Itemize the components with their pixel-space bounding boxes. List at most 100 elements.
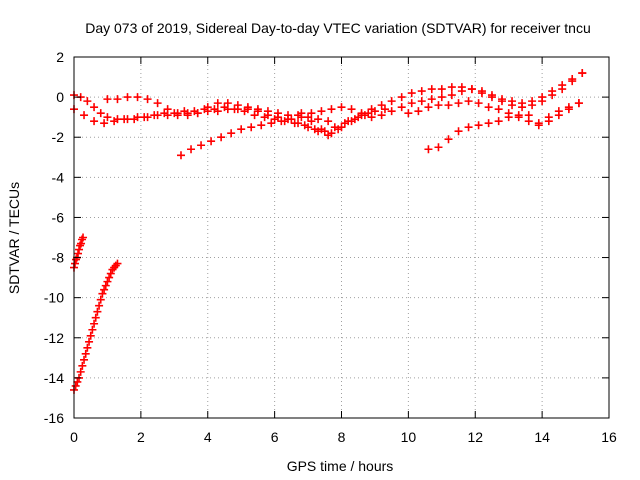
data-point	[277, 117, 286, 126]
data-point	[498, 95, 506, 104]
data-point	[337, 103, 346, 112]
data-point	[367, 105, 376, 114]
data-point	[96, 295, 105, 304]
data-point	[83, 343, 92, 352]
data-point	[304, 113, 313, 122]
data-point	[93, 307, 102, 316]
data-point	[407, 99, 416, 108]
data-point	[464, 123, 473, 132]
y-tick-label: -16	[44, 410, 64, 426]
data-point	[80, 355, 89, 364]
data-point	[307, 109, 316, 118]
x-tick-label: 0	[70, 429, 78, 445]
x-tick-label: 6	[271, 429, 279, 445]
data-point	[263, 111, 272, 120]
data-point	[397, 103, 406, 112]
data-point	[96, 109, 105, 118]
data-point	[327, 105, 336, 114]
data-point	[250, 111, 259, 120]
x-tick-label: 8	[338, 429, 346, 445]
series-tracks-C	[103, 93, 373, 140]
data-point	[223, 99, 232, 108]
data-point	[177, 151, 185, 160]
data-point	[327, 129, 336, 138]
data-point	[183, 111, 192, 120]
data-point	[534, 121, 543, 130]
data-point	[227, 129, 236, 138]
data-point	[347, 105, 356, 114]
data-point	[337, 123, 346, 132]
data-point	[474, 99, 483, 108]
data-point	[427, 85, 436, 94]
data-point	[528, 97, 537, 106]
y-tick-label: -10	[44, 290, 64, 306]
data-point	[243, 103, 252, 112]
x-tick-label: 16	[601, 429, 617, 445]
y-axis-ticks: -16 -14 -12 -10 -8 -6 -4 -2 0 2	[44, 49, 609, 426]
data-point	[297, 109, 306, 118]
data-point	[106, 269, 115, 278]
data-point	[75, 245, 84, 254]
x-tick-label: 4	[204, 429, 212, 445]
data-point	[81, 349, 90, 358]
x-tick-label: 12	[467, 429, 483, 445]
data-point	[133, 93, 142, 102]
series-tracks-E	[297, 69, 587, 138]
series-tracks-I	[70, 233, 88, 272]
data-point	[518, 99, 527, 108]
data-point	[387, 97, 396, 106]
gridlines	[74, 57, 609, 418]
data-point	[207, 137, 216, 146]
data-point	[123, 93, 132, 102]
data-point	[484, 119, 493, 128]
data-point	[347, 117, 356, 126]
data-point	[434, 143, 443, 152]
data-point	[538, 93, 547, 102]
data-point	[474, 121, 483, 130]
data-point	[90, 319, 99, 328]
data-point	[247, 123, 256, 132]
data-point	[143, 95, 152, 104]
y-tick-label: 0	[56, 89, 64, 105]
data-point	[77, 239, 86, 248]
data-point	[467, 85, 476, 94]
data-point	[294, 119, 303, 128]
chart-title: Day 073 of 2019, Sidereal Day-to-day VTE…	[85, 20, 591, 36]
data-point	[380, 105, 389, 114]
data-point	[113, 259, 122, 268]
data-point	[574, 99, 583, 108]
data-point	[100, 119, 109, 128]
x-axis-ticks: 0 2 4 6 8 10 12 14 16	[70, 57, 617, 445]
data-point	[88, 325, 97, 334]
data-point	[287, 115, 296, 124]
data-point	[203, 103, 212, 112]
data-point	[477, 87, 486, 96]
y-axis-label: SDTVAR / TECUs	[6, 182, 22, 294]
y-tick-label: -14	[44, 370, 64, 386]
data-point	[101, 281, 110, 290]
data-point	[85, 337, 94, 346]
data-point	[307, 117, 316, 126]
data-point	[267, 119, 276, 128]
data-point	[548, 87, 557, 96]
data-point	[80, 111, 89, 120]
data-point	[163, 105, 172, 114]
data-point	[377, 101, 386, 110]
data-point	[133, 113, 142, 122]
y-tick-label: -4	[52, 169, 65, 185]
x-tick-label: 10	[401, 429, 417, 445]
data-point	[447, 83, 456, 92]
x-tick-label: 2	[137, 429, 145, 445]
data-point	[424, 145, 433, 154]
data-point	[504, 109, 513, 118]
data-point	[464, 97, 473, 106]
data-point	[568, 75, 577, 84]
data-point	[554, 111, 563, 120]
data-point	[76, 367, 85, 376]
data-point	[578, 69, 587, 78]
data-point	[197, 141, 206, 150]
data-point	[487, 91, 496, 100]
data-point	[113, 95, 122, 104]
data-point	[524, 117, 533, 126]
